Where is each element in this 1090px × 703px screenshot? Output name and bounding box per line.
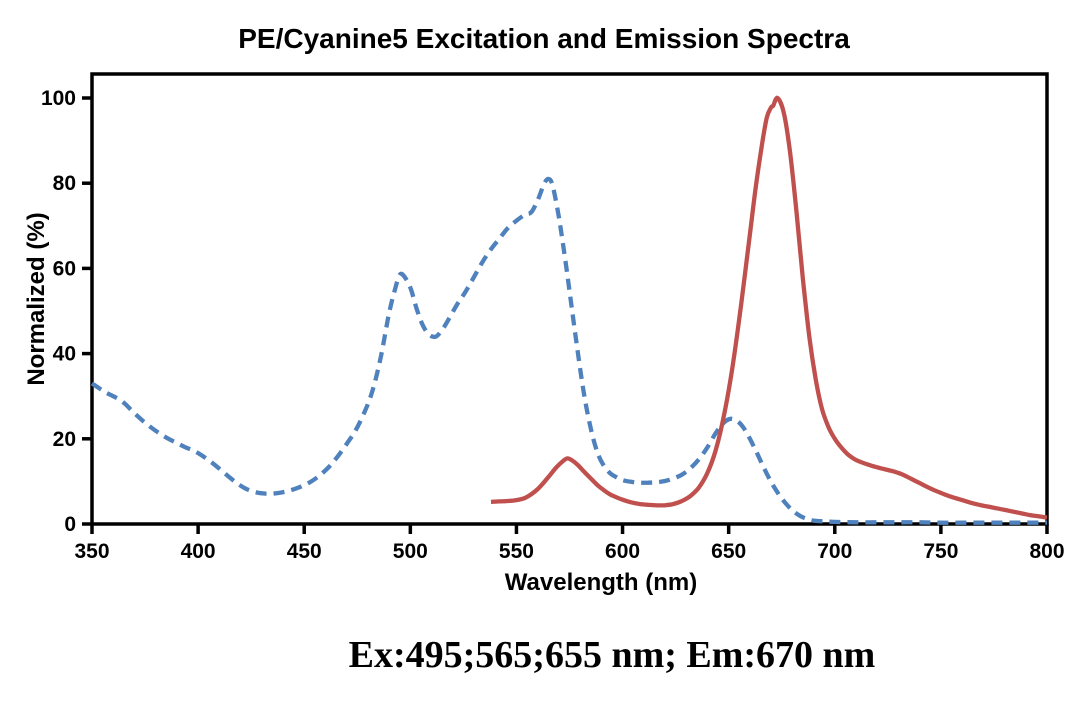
x-tick-label: 400: [181, 540, 216, 563]
emission-curve: [490, 95, 1048, 520]
spectra-caption: Ex:495;565;655 nm; Em:670 nm: [349, 634, 876, 676]
y-axis-label: Normalized (%): [23, 212, 50, 385]
y-tick-label: 40: [53, 343, 76, 366]
plot-area: 350 400 450 500 550 600 650 700 750 800 0 20 40 60 80 1…: [41, 72, 1065, 563]
y-tick-label: 60: [53, 257, 76, 280]
x-axis-label: Wavelength (nm): [505, 569, 697, 596]
x-tick-label: 750: [923, 540, 958, 563]
y-tick-label: 0: [64, 513, 76, 536]
x-tick-label: 650: [711, 540, 746, 563]
x-tick-label: 600: [605, 540, 640, 563]
x-tick-label: 550: [499, 540, 534, 563]
x-tick-label: 700: [817, 540, 852, 563]
y-tick-label: 20: [53, 428, 76, 451]
x-tick-label: 350: [74, 540, 109, 563]
plot-border: [90, 72, 1049, 526]
y-tick-label: 100: [41, 87, 76, 110]
chart-title: PE/Cyanine5 Excitation and Emission Spec…: [238, 23, 850, 54]
x-tick-label: 450: [287, 540, 322, 563]
y-tick-label: 80: [53, 172, 76, 195]
x-tick-label: 500: [393, 540, 428, 563]
x-tick-label: 800: [1029, 540, 1064, 563]
excitation-curve: [90, 176, 1047, 525]
